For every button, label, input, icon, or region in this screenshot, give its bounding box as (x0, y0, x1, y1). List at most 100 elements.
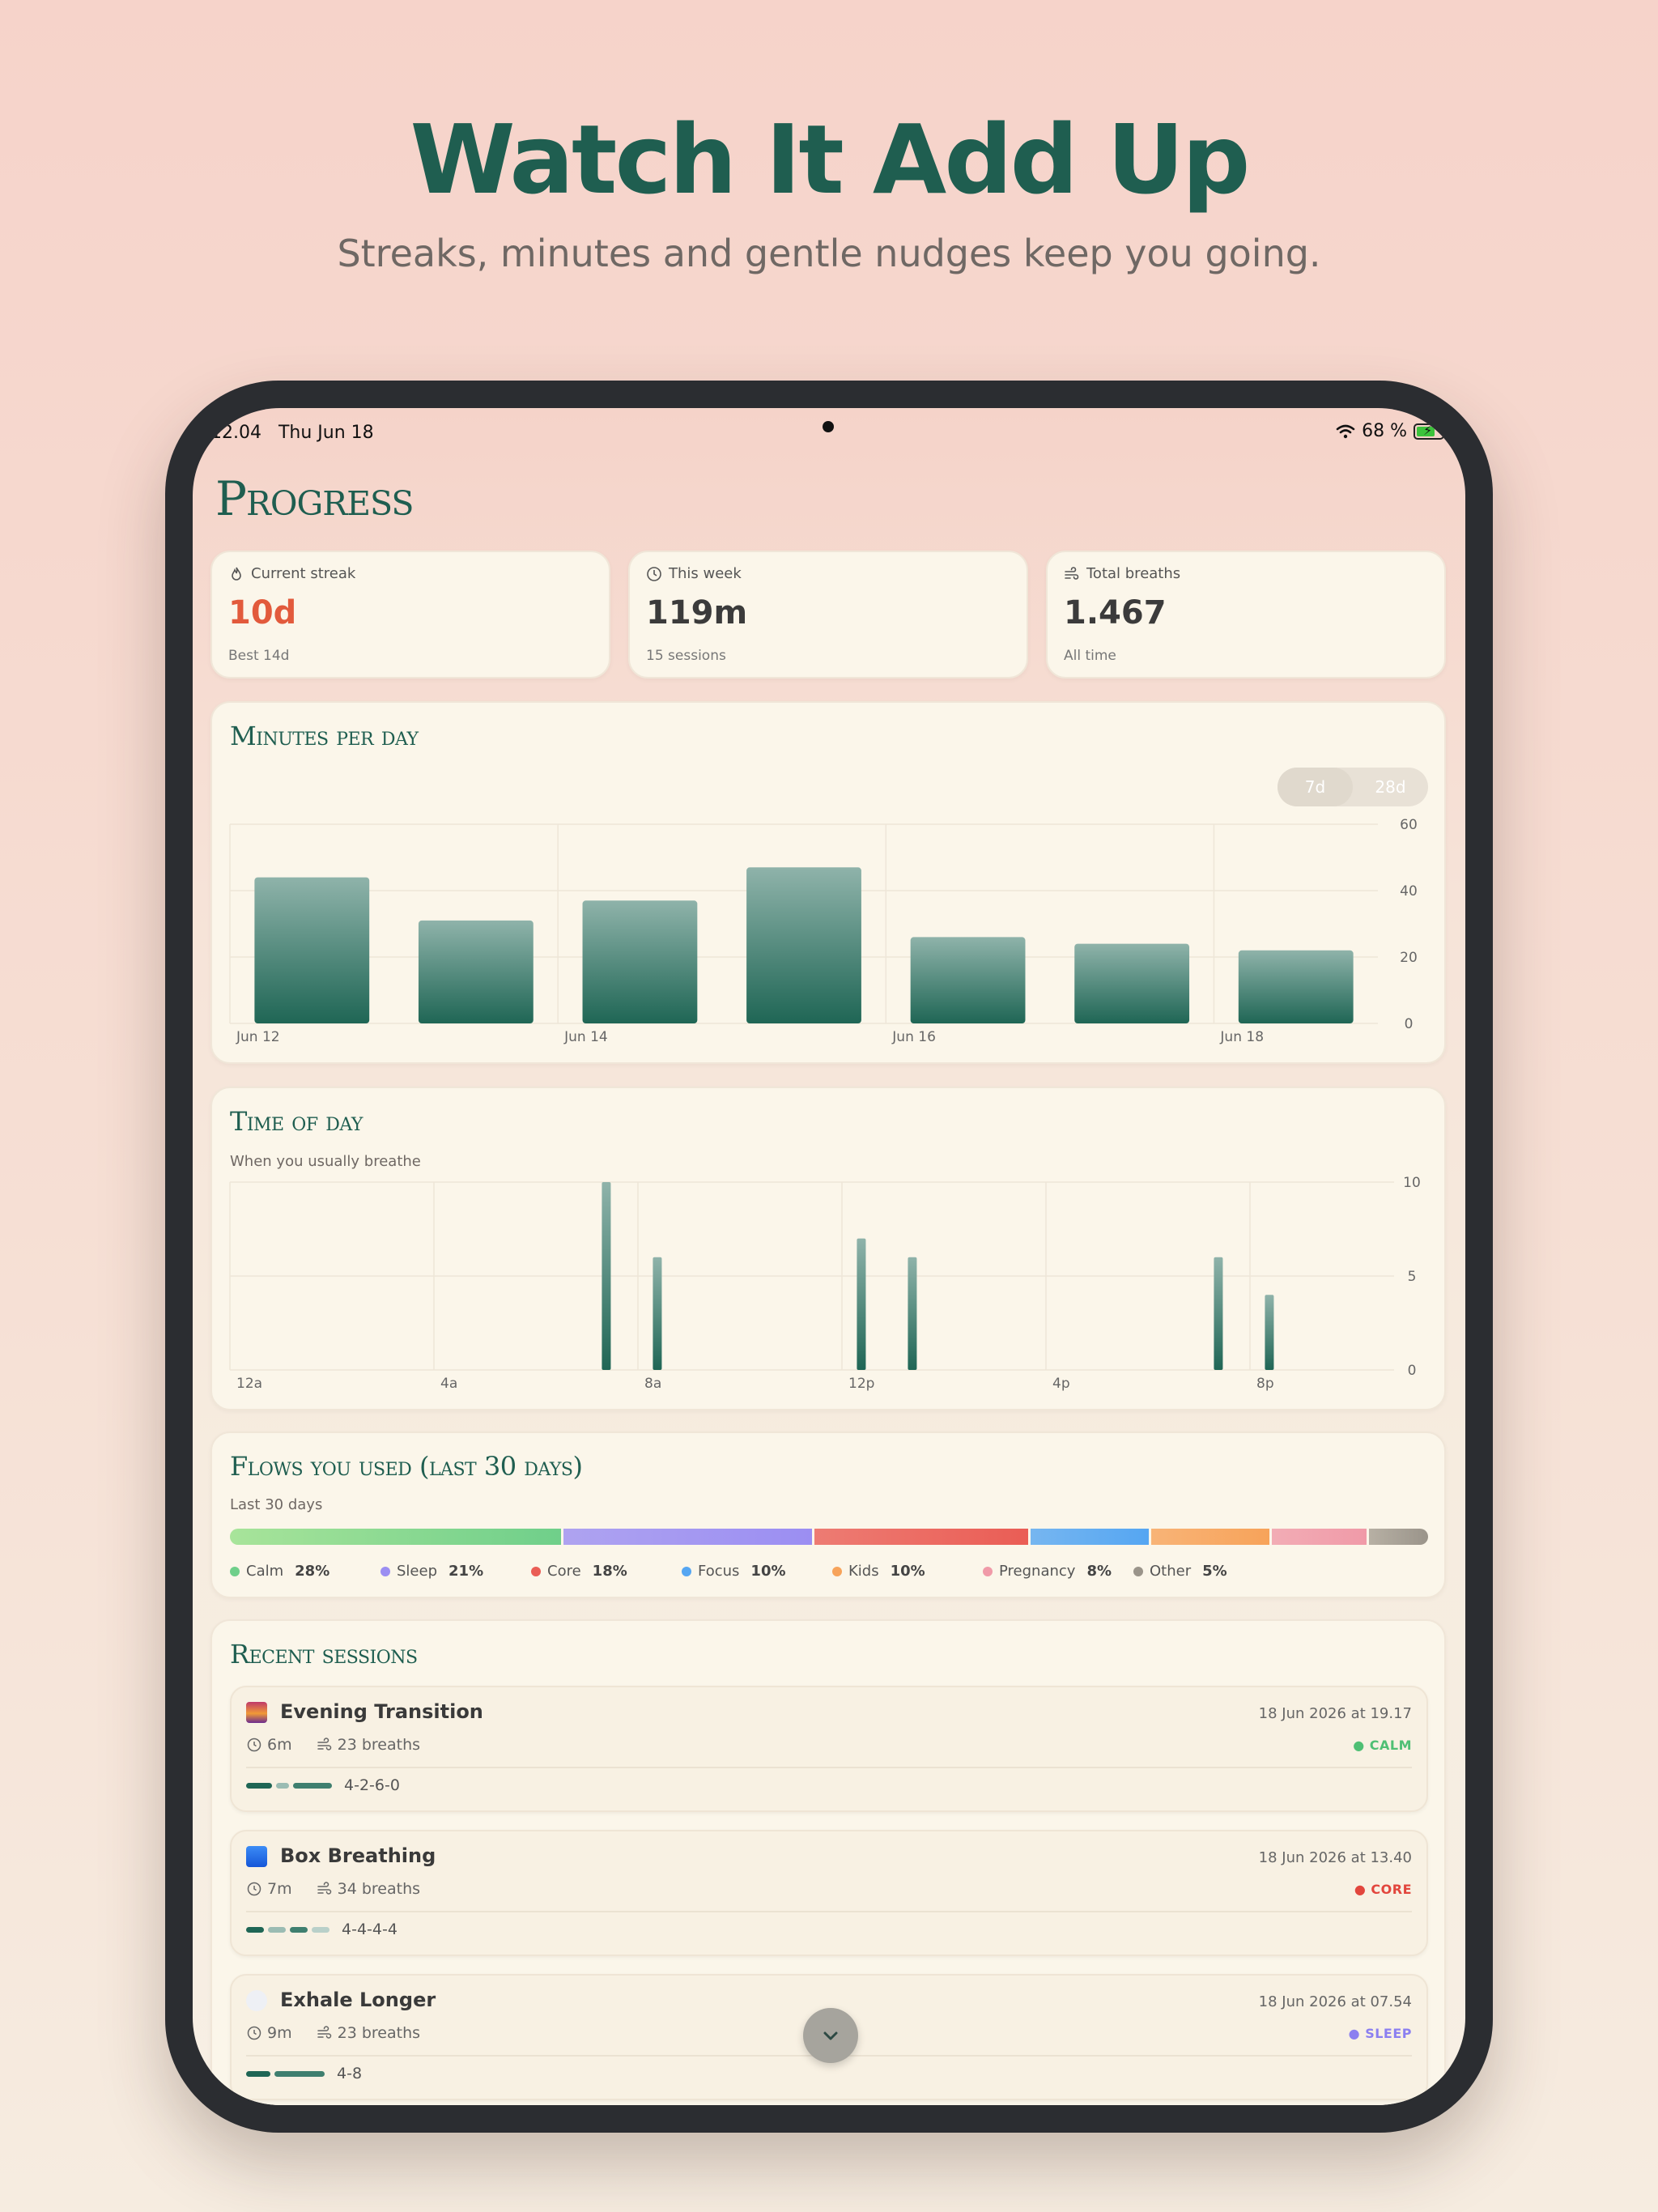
bar-hour-7[interactable] (602, 1182, 611, 1370)
flow-legend: Calm 28% Sleep 21% Core 18% Focus 10% Kids 10% Pre… (230, 1563, 1428, 1582)
legend-item-other: Other 5% (1133, 1563, 1227, 1580)
session-date: 18 Jun 2026 at 19.17 (1258, 1705, 1412, 1722)
wind-icon (317, 1882, 331, 1895)
clock-icon (247, 1738, 261, 1752)
time-of-day-chart: 0 5 10 12a 4a 8a 12p 4p 8p (229, 1175, 1421, 1392)
page-title: Progress (215, 471, 414, 526)
session-name: Evening Transition (280, 1700, 483, 1723)
tablet-screen: 12.04 Thu Jun 18 68 % ⚡ Progress (193, 408, 1465, 2105)
stat-value: 10d (228, 594, 297, 632)
stat-sub: All time (1064, 648, 1116, 664)
breath-pattern: 4-4-4-4 (246, 1921, 397, 1938)
stat-label: Current streak (251, 565, 356, 582)
section-title: Time of day (230, 1106, 363, 1137)
stat-value: 119m (646, 594, 748, 632)
battery-percent: 68 % (1362, 421, 1407, 441)
y-tick-label: 20 (1400, 950, 1418, 966)
legend-name: Focus (698, 1563, 740, 1580)
session-name: Exhale Longer (280, 1989, 436, 2011)
sunset-icon (246, 1702, 267, 1723)
blue-square-icon (246, 1846, 267, 1867)
session-item[interactable]: Evening Transition 18 Jun 2026 at 19.17 … (230, 1686, 1428, 1812)
legend-item-kids: Kids 10% (832, 1563, 925, 1580)
x-tick-label: 12a (236, 1376, 262, 1392)
x-tick-label: 8a (644, 1376, 661, 1392)
section-subtitle: Last 30 days (230, 1496, 323, 1513)
flow-segment-kids (1150, 1529, 1269, 1545)
section-title: Minutes per day (230, 721, 419, 751)
section-title: Recent sessions (230, 1639, 418, 1670)
scroll-down-button[interactable] (803, 2008, 858, 2063)
y-tick-label: 60 (1400, 817, 1418, 833)
flow-segment-calm (230, 1529, 562, 1545)
bar-hour-12[interactable] (857, 1238, 866, 1370)
tablet-frame: 12.04 Thu Jun 18 68 % ⚡ Progress (165, 381, 1493, 2133)
session-breaths: 23 breaths (337, 1736, 421, 1754)
range-option-28d[interactable]: 28d (1375, 777, 1406, 797)
bar-hour-19[interactable] (1214, 1257, 1223, 1370)
hero-subtitle: Streaks, minutes and gentle nudges keep … (337, 232, 1321, 275)
legend-name: Core (547, 1563, 581, 1580)
session-date: 18 Jun 2026 at 13.40 (1258, 1849, 1412, 1866)
session-tag: ● CORE (1354, 1882, 1412, 1897)
session-tag: ● SLEEP (1348, 2026, 1412, 2041)
legend-name: Other (1150, 1563, 1192, 1580)
bar-jun-18[interactable] (1238, 950, 1354, 1023)
x-tick-label: Jun 12 (236, 1029, 280, 1045)
session-duration: 6m (267, 1736, 292, 1754)
bar-hour-13[interactable] (908, 1257, 917, 1370)
y-tick-label: 0 (1405, 1016, 1414, 1032)
stat-sub: 15 sessions (646, 648, 726, 664)
time-of-day-card: Time of day When you usually breathe 0 5 1… (210, 1087, 1446, 1410)
legend-dot (832, 1566, 842, 1576)
y-tick-label: 10 (1403, 1175, 1421, 1191)
stat-label: This week (669, 565, 742, 582)
legend-item-pregnancy: Pregnancy 8% (983, 1563, 1112, 1580)
legend-item-core: Core 18% (531, 1563, 627, 1580)
bar-jun-16[interactable] (910, 937, 1026, 1023)
session-breaths: 23 breaths (337, 2024, 421, 2042)
section-title: Flows you used (last 30 days) (230, 1451, 583, 1482)
flows-card: Flows you used (last 30 days) Last 30 da… (210, 1431, 1446, 1598)
range-option-7d[interactable]: 7d (1278, 768, 1353, 806)
hero-title: Watch It Add Up (410, 104, 1250, 215)
legend-item-sleep: Sleep 21% (380, 1563, 483, 1580)
legend-dot (380, 1566, 390, 1576)
bar-jun-17[interactable] (1074, 943, 1190, 1023)
bar-hour-8[interactable] (653, 1257, 662, 1370)
wind-icon (317, 2026, 331, 2039)
section-subtitle: When you usually breathe (230, 1153, 421, 1170)
bar-jun-15[interactable] (746, 867, 861, 1023)
bar-jun-12[interactable] (254, 877, 370, 1023)
battery-icon: ⚡ (1414, 423, 1448, 440)
range-segmented-control: 7d 28d (1278, 768, 1428, 806)
legend-name: Kids (848, 1563, 879, 1580)
bar-hour-20[interactable] (1265, 1295, 1274, 1370)
x-tick-label: Jun 18 (1219, 1029, 1264, 1045)
breath-pattern: 4-2-6-0 (246, 1776, 400, 1794)
x-tick-label: Jun 16 (891, 1029, 936, 1045)
session-duration: 9m (267, 2024, 292, 2042)
flow-segment-core (814, 1529, 1028, 1545)
session-item[interactable]: Box Breathing 18 Jun 2026 at 13.40 7m 34… (230, 1830, 1428, 1956)
minutes-bar-chart: 0 20 40 60 Jun 12 Jun 14 Jun 16 Jun 18 (229, 817, 1418, 1045)
legend-percent: 10% (890, 1563, 925, 1580)
wind-face-icon (246, 1990, 267, 2011)
stat-sub: Best 14d (228, 648, 290, 664)
clock-icon (247, 1882, 261, 1896)
wifi-icon (1336, 424, 1355, 438)
y-tick-label: 40 (1400, 883, 1418, 900)
wind-icon (1065, 566, 1079, 580)
stat-value: 1.467 (1064, 594, 1167, 632)
session-duration: 7m (267, 1880, 292, 1898)
legend-percent: 10% (750, 1563, 786, 1580)
x-tick-label: 4p (1052, 1376, 1070, 1392)
flow-segment-other (1368, 1529, 1428, 1545)
session-tag: ● CALM (1353, 1738, 1412, 1753)
legend-dot (983, 1566, 993, 1576)
pattern-text: 4-2-6-0 (344, 1776, 400, 1794)
bar-jun-13[interactable] (418, 920, 534, 1023)
legend-percent: 18% (592, 1563, 627, 1580)
flow-segment-sleep (563, 1529, 813, 1545)
bar-jun-14[interactable] (582, 900, 698, 1023)
